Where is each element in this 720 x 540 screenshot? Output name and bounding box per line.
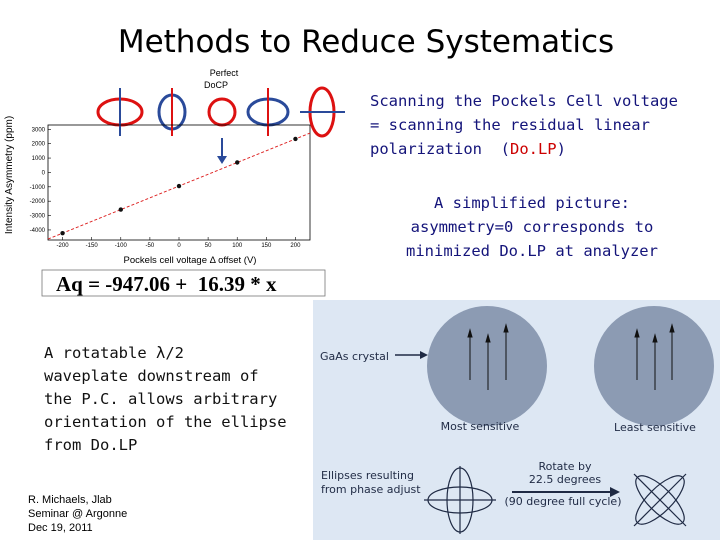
y-tick-label: 3000 xyxy=(32,127,46,133)
text-line: from Do.LP xyxy=(44,436,137,454)
x-axis-label: Pockels cell voltage Δ offset (V) xyxy=(124,255,257,266)
diagram-label: (90 degree full cycle) xyxy=(504,495,621,508)
crystal-diagram: GaAs crystal Most sensitive Least sensit… xyxy=(313,300,720,540)
diagram-label: Ellipses resulting xyxy=(321,469,414,482)
annotation: DoCP xyxy=(204,80,228,90)
fit-box xyxy=(41,269,326,297)
data-point xyxy=(118,207,123,212)
diagram-label: Least sensitive xyxy=(614,421,696,434)
annotation-arrowhead xyxy=(217,156,227,164)
x-tick-label: 150 xyxy=(261,243,272,249)
polarization-icons xyxy=(96,86,345,138)
footer-line: Seminar @ Argonne xyxy=(28,508,127,520)
text-line: A simplified picture: xyxy=(434,194,630,212)
x-tick-label: -50 xyxy=(146,243,155,249)
slide-title: Methods to Reduce Systematics xyxy=(118,24,614,60)
text-line: the P.C. allows arbitrary xyxy=(44,390,277,408)
y-tick-label: -2000 xyxy=(30,199,46,205)
text-line: asymmetry=0 corresponds to xyxy=(411,218,654,236)
diagram-label: GaAs crystal xyxy=(320,350,389,363)
y-tick-label: -1000 xyxy=(30,185,46,191)
x-tick-label: -100 xyxy=(115,243,128,249)
diagram-label: Rotate by xyxy=(538,460,591,473)
text-line: A rotatable λ/2 xyxy=(44,344,184,362)
y-tick-label: 2000 xyxy=(32,142,46,148)
y-axis-label: Intensity Asymmetry (ppm) xyxy=(4,116,15,234)
footer-line: R. Michaels, Jlab xyxy=(28,494,112,506)
data-point xyxy=(235,160,240,165)
diagram-label: Most sensitive xyxy=(441,420,520,433)
x-tick-label: -150 xyxy=(86,243,99,249)
data-point xyxy=(176,183,182,189)
diagram-label: 22.5 degrees xyxy=(529,473,602,486)
y-tick-label: -3000 xyxy=(30,214,46,220)
x-tick-label: 100 xyxy=(232,243,243,249)
fit-equation: Aq = -947.06 + 16.39 * x xyxy=(56,272,277,296)
text-line: waveplate downstream of xyxy=(44,367,259,385)
data-point xyxy=(60,230,65,236)
y-tick-label: 1000 xyxy=(32,156,46,162)
y-tick-label: 0 xyxy=(42,170,46,176)
crystal xyxy=(594,306,714,426)
x-tick-label: 200 xyxy=(290,243,301,249)
x-tick-label: 50 xyxy=(205,243,212,249)
highlight: Do.LP xyxy=(510,140,557,158)
x-tick-label: 0 xyxy=(177,243,181,249)
x-tick-label: -200 xyxy=(57,243,70,249)
text-span: ) xyxy=(557,140,566,158)
y-tick-label: -4000 xyxy=(30,228,46,234)
text-line: = scanning the residual linear xyxy=(370,116,650,134)
annotation: Perfect xyxy=(210,68,239,78)
footer-line: Dec 19, 2011 xyxy=(28,522,93,534)
text-line: Scanning the Pockels Cell voltage xyxy=(370,92,678,110)
diagram-label: from phase adjust xyxy=(321,483,421,496)
data-point xyxy=(293,136,298,142)
text-line: minimized Do.LP at analyzer xyxy=(406,242,658,260)
crystal xyxy=(427,306,547,426)
text-line: polarization (Do.LP) xyxy=(370,140,566,158)
text-line: orientation of the ellipse xyxy=(44,413,287,431)
text-span: polarization ( xyxy=(370,140,510,158)
